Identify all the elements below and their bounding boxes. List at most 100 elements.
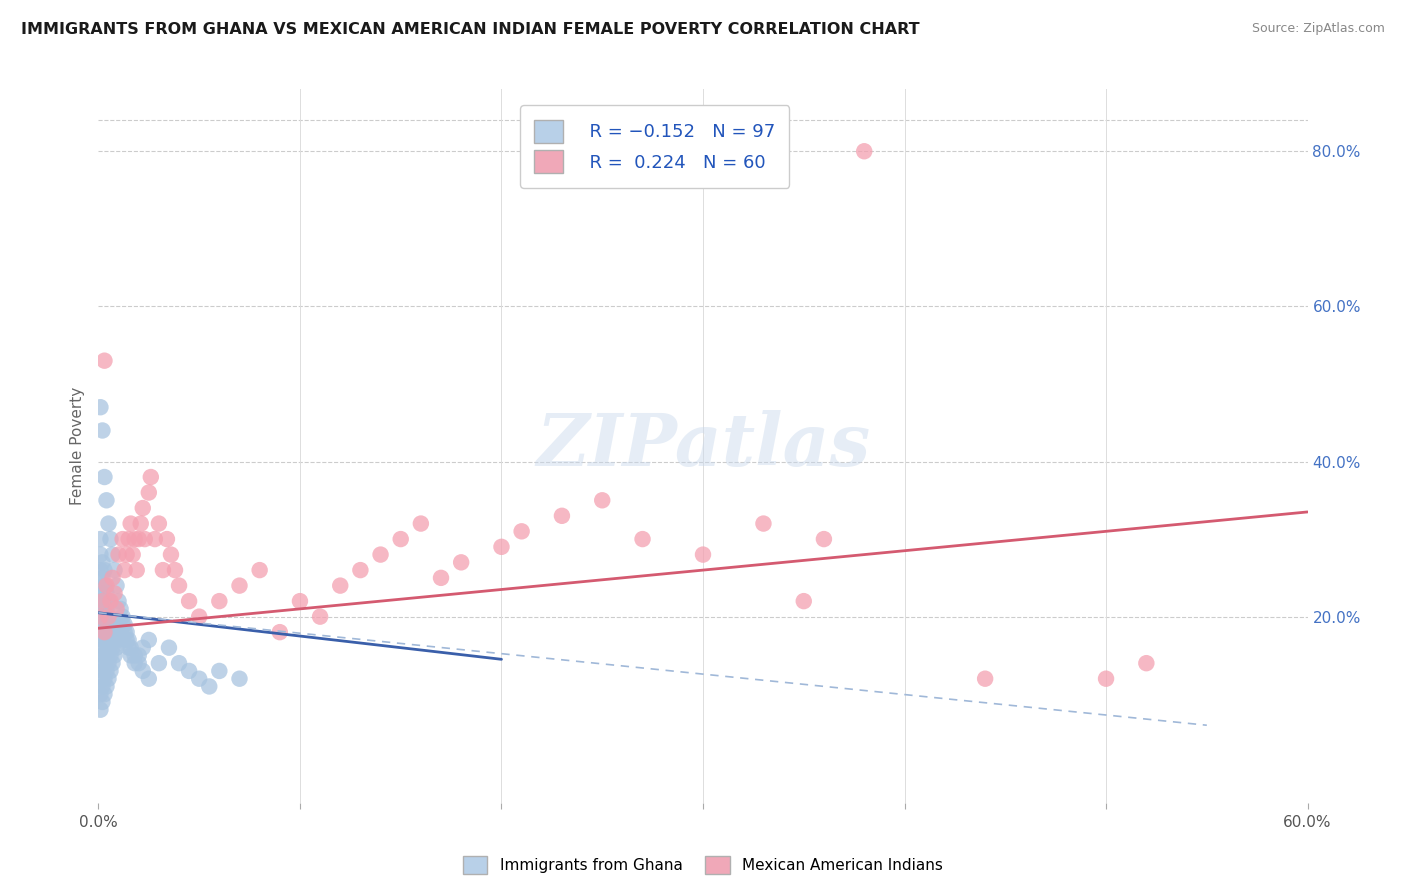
Point: [107, 632, 129, 647]
Point: [163, 563, 186, 577]
Point: [93, 687, 115, 701]
Point: [107, 594, 129, 608]
Point: [591, 493, 613, 508]
Point: [179, 594, 201, 608]
Point: [148, 656, 170, 670]
Point: [89, 609, 111, 624]
Point: [103, 648, 125, 663]
Point: [269, 625, 291, 640]
Point: [132, 640, 155, 655]
Point: [100, 594, 122, 608]
Point: [89, 640, 111, 655]
Point: [121, 548, 143, 562]
Point: [160, 548, 183, 562]
Point: [91, 571, 114, 585]
Point: [101, 625, 124, 640]
Point: [89, 672, 111, 686]
Point: [100, 648, 122, 663]
Point: [96, 602, 118, 616]
Point: [156, 532, 179, 546]
Point: [349, 563, 371, 577]
Point: [89, 656, 111, 670]
Point: [101, 571, 124, 585]
Point: [129, 516, 152, 531]
Point: [329, 579, 352, 593]
Point: [143, 532, 166, 546]
Point: [111, 532, 134, 546]
Point: [101, 548, 124, 562]
Point: [132, 664, 155, 678]
Point: [96, 493, 118, 508]
Point: [157, 640, 180, 655]
Point: [97, 516, 120, 531]
Point: [97, 609, 120, 624]
Point: [89, 401, 111, 415]
Point: [96, 579, 118, 593]
Point: [120, 640, 142, 655]
Point: [115, 632, 138, 647]
Point: [91, 424, 114, 438]
Point: [107, 548, 129, 562]
Point: [115, 625, 138, 640]
Point: [96, 664, 118, 678]
Point: [96, 617, 118, 632]
Point: [89, 703, 111, 717]
Point: [138, 485, 160, 500]
Point: [409, 516, 432, 531]
Point: [132, 501, 155, 516]
Point: [96, 680, 118, 694]
Point: [692, 548, 714, 562]
Point: [188, 609, 211, 624]
Point: [105, 625, 128, 640]
Point: [118, 640, 141, 655]
Point: [114, 617, 136, 632]
Point: [228, 579, 250, 593]
Point: [97, 625, 120, 640]
Point: [128, 656, 150, 670]
Text: IMMIGRANTS FROM GHANA VS MEXICAN AMERICAN INDIAN FEMALE POVERTY CORRELATION CHAR: IMMIGRANTS FROM GHANA VS MEXICAN AMERICA…: [21, 22, 920, 37]
Point: [179, 664, 201, 678]
Point: [97, 656, 120, 670]
Point: [96, 586, 118, 600]
Point: [152, 563, 174, 577]
Point: [91, 680, 114, 694]
Point: [793, 594, 815, 608]
Point: [110, 602, 132, 616]
Point: [430, 571, 453, 585]
Point: [93, 579, 115, 593]
Point: [208, 594, 231, 608]
Point: [198, 680, 221, 694]
Point: [89, 625, 111, 640]
Point: [105, 602, 128, 616]
Point: [124, 656, 146, 670]
Point: [309, 609, 332, 624]
Point: [114, 563, 136, 577]
Point: [93, 594, 115, 608]
Point: [510, 524, 533, 539]
Point: [813, 532, 835, 546]
Point: [91, 695, 114, 709]
Point: [138, 672, 160, 686]
Point: [167, 656, 190, 670]
Point: [93, 625, 115, 640]
Point: [139, 470, 162, 484]
Point: [100, 532, 122, 546]
Point: [93, 672, 115, 686]
Point: [114, 625, 136, 640]
Point: [111, 609, 134, 624]
Point: [89, 532, 111, 546]
Text: ZIPatlas: ZIPatlas: [536, 410, 870, 482]
Point: [752, 516, 775, 531]
Point: [974, 672, 997, 686]
Point: [120, 516, 142, 531]
Point: [100, 632, 122, 647]
Point: [89, 594, 111, 608]
Point: [101, 640, 124, 655]
Point: [103, 563, 125, 577]
Point: [138, 632, 160, 647]
Point: [91, 648, 114, 663]
Point: [110, 625, 132, 640]
Point: [188, 672, 211, 686]
Point: [118, 532, 141, 546]
Point: [450, 555, 472, 569]
